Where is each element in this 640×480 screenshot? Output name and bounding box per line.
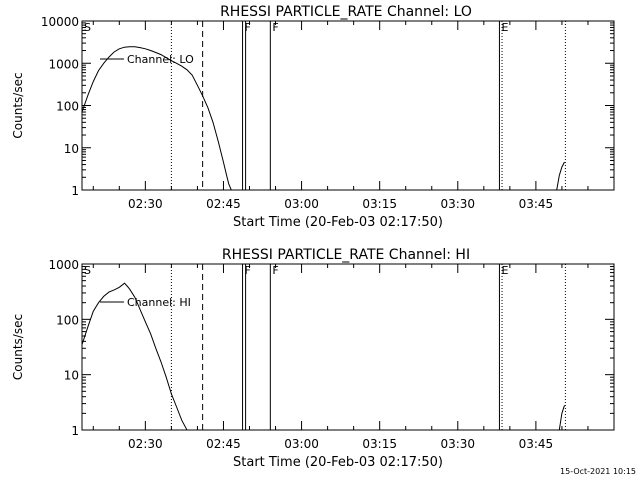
legend-label: Channel: HI xyxy=(127,296,191,309)
x-tick-label-03-00: 03:00 xyxy=(284,197,319,211)
x-tick-label-03-45: 03:45 xyxy=(519,437,554,451)
y-tick-label-1: 1 xyxy=(71,184,79,198)
plot-frame xyxy=(81,20,615,191)
plot-frame xyxy=(81,263,615,431)
footer-timestamp: 15-Oct-2021 10:15 xyxy=(560,467,636,476)
marker-label-f: F xyxy=(272,21,278,34)
chart-title: RHESSI PARTICLE_RATE Channel: LO xyxy=(220,4,472,20)
chart-panel-2: RHESSI PARTICLE_RATE Channel: HI Start Ti… xyxy=(11,247,615,470)
y-tick-label-10000: 10000 xyxy=(41,15,79,29)
x-tick-label-03-00: 03:00 xyxy=(284,437,319,451)
x-tick-label-03-15: 03:15 xyxy=(362,197,397,211)
marker-label-s: S xyxy=(84,264,91,277)
y-tick-label-10: 10 xyxy=(64,142,79,156)
marker-label-s: S xyxy=(84,21,91,34)
chart-panel-1: RHESSI PARTICLE_RATE Channel: LO Start Ti… xyxy=(11,4,615,230)
y-axis-label: Counts/sec xyxy=(11,314,25,380)
y-axis-label: Counts/sec xyxy=(11,72,25,138)
y-tick-label-10: 10 xyxy=(64,369,79,383)
marker-label-f: F xyxy=(272,264,278,277)
y-tick-label-1000: 1000 xyxy=(48,258,79,272)
x-tick-label-03-15: 03:15 xyxy=(362,437,397,451)
x-tick-label-03-45: 03:45 xyxy=(519,197,554,211)
marker-label-f: F xyxy=(245,264,251,277)
x-axis-label: Start Time (20-Feb-03 02:17:50) xyxy=(233,215,443,230)
x-tick-label-02-45: 02:45 xyxy=(206,197,241,211)
y-tick-label-100: 100 xyxy=(56,100,79,114)
series-line-2 xyxy=(556,161,565,190)
y-tick-label-1: 1 xyxy=(71,424,79,438)
chart-title: RHESSI PARTICLE_RATE Channel: HI xyxy=(222,247,470,263)
x-tick-label-02-30: 02:30 xyxy=(128,437,163,451)
x-axis-label: Start Time (20-Feb-03 02:17:50) xyxy=(233,455,443,470)
series-line-2 xyxy=(558,405,565,430)
y-tick-label-1000: 1000 xyxy=(48,57,79,71)
x-tick-label-02-30: 02:30 xyxy=(128,197,163,211)
x-tick-label-03-30: 03:30 xyxy=(440,437,475,451)
x-tick-label-03-30: 03:30 xyxy=(440,197,475,211)
y-tick-label-100: 100 xyxy=(56,313,79,327)
x-tick-label-02-45: 02:45 xyxy=(206,437,241,451)
series-line-1 xyxy=(82,282,188,430)
marker-label-e: E xyxy=(501,21,508,34)
marker-label-f: F xyxy=(245,21,251,34)
legend-label: Channel: LO xyxy=(127,53,194,66)
marker-label-e: E xyxy=(501,264,508,277)
series-line-1 xyxy=(82,46,232,190)
